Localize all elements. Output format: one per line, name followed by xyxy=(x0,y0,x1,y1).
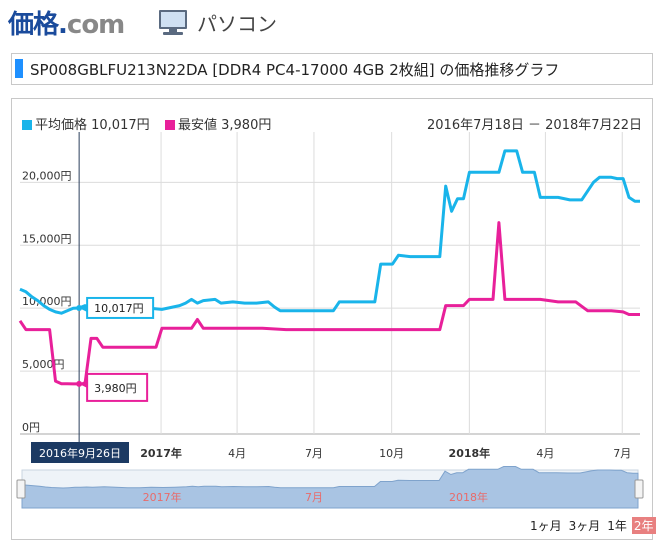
logo-dot: . xyxy=(58,10,68,40)
category-label[interactable]: パソコン xyxy=(197,12,277,36)
site-header: 価格.com パソコン xyxy=(0,0,662,42)
range-1y-button[interactable]: 1年 xyxy=(607,519,627,533)
site-logo[interactable]: 価格.com xyxy=(8,4,125,41)
page-title-bar: SP008GBLFU213N22DA [DDR4 PC4-17000 4GB 2… xyxy=(11,53,653,85)
legend-minimum-swatch xyxy=(165,119,175,130)
logo-text: 価格 xyxy=(8,10,59,40)
title-accent-bar xyxy=(15,59,23,78)
range-buttons: 1ヶ月 3ヶ月 1年 2年 xyxy=(528,517,659,534)
legend-minimum[interactable]: 最安値 3,980円 xyxy=(165,114,271,133)
legend-average-label: 平均価格 10,017円 xyxy=(35,118,150,133)
chart-panel xyxy=(11,98,653,540)
logo-com: com xyxy=(66,10,125,40)
pc-monitor-icon xyxy=(159,10,187,35)
page-title: SP008GBLFU213N22DA [DDR4 PC4-17000 4GB 2… xyxy=(30,61,560,79)
legend-average[interactable]: 平均価格 10,017円 xyxy=(22,114,150,133)
legend-average-swatch xyxy=(22,119,32,130)
date-range: 2016年7月18日 － 2018年7月22日 xyxy=(427,118,643,133)
range-1m-button[interactable]: 1ヶ月 xyxy=(530,519,562,533)
range-2y-button[interactable]: 2年 xyxy=(631,517,656,534)
legend-minimum-label: 最安値 3,980円 xyxy=(178,118,272,133)
range-3m-button[interactable]: 3ヶ月 xyxy=(568,519,601,533)
